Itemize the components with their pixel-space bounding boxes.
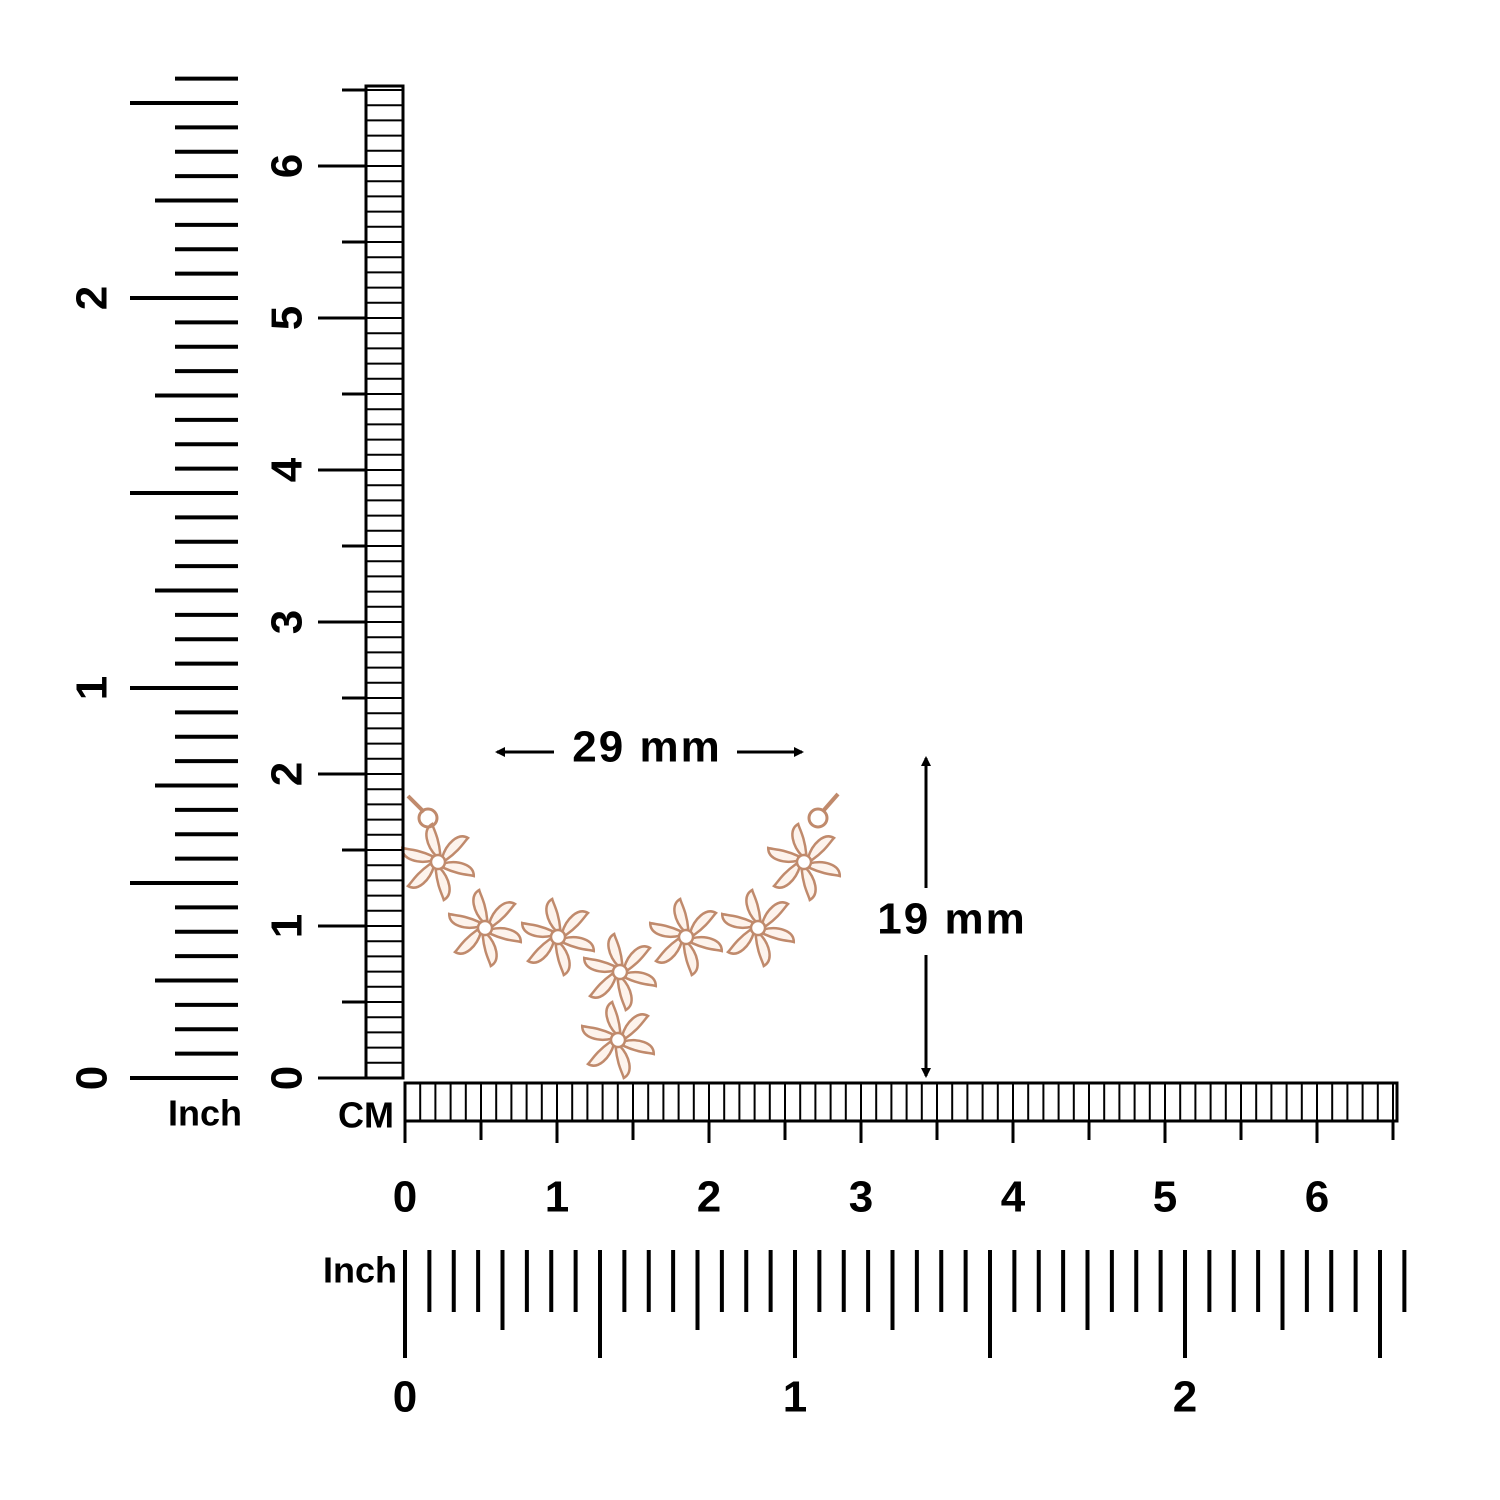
petal bbox=[622, 945, 653, 972]
inch-tick-label: 0 bbox=[393, 1373, 417, 1422]
cm-tick-label: 6 bbox=[263, 154, 312, 178]
cm-tick-label: 0 bbox=[393, 1173, 417, 1222]
bail-hook bbox=[406, 794, 426, 814]
flower bbox=[520, 897, 596, 977]
petal bbox=[616, 975, 633, 1012]
petal bbox=[690, 936, 724, 953]
petal bbox=[620, 1013, 651, 1040]
inch-tick-label: 0 bbox=[68, 1066, 117, 1090]
bail-hook bbox=[822, 792, 840, 812]
petal bbox=[673, 897, 690, 934]
petal bbox=[624, 971, 658, 988]
pendant bbox=[400, 792, 842, 1080]
cm-tick-label: 0 bbox=[263, 1066, 312, 1090]
flower-center bbox=[611, 963, 629, 981]
petal bbox=[525, 937, 556, 964]
flower bbox=[720, 888, 796, 968]
inch-tick-label: 2 bbox=[68, 286, 117, 310]
petal bbox=[648, 921, 682, 938]
petal bbox=[545, 897, 562, 934]
flower bbox=[580, 1000, 656, 1080]
cm-tick-label: 3 bbox=[849, 1173, 873, 1222]
ruler-body bbox=[364, 84, 405, 1080]
petal bbox=[766, 846, 800, 863]
width-dimension: 29 mm bbox=[572, 723, 721, 772]
petal bbox=[688, 910, 719, 937]
petal bbox=[580, 1024, 614, 1041]
flower-center bbox=[549, 928, 567, 946]
petal bbox=[760, 901, 791, 928]
cm-tick-label: 5 bbox=[263, 306, 312, 330]
petal bbox=[452, 928, 483, 955]
petal bbox=[481, 931, 498, 968]
petal bbox=[585, 1040, 616, 1067]
flower bbox=[648, 897, 724, 977]
flower bbox=[447, 888, 523, 968]
petal bbox=[405, 862, 436, 889]
flower bbox=[400, 822, 476, 902]
petal bbox=[791, 822, 808, 859]
inch-unit-label: Inch bbox=[168, 1093, 242, 1134]
bail bbox=[417, 807, 439, 829]
petal bbox=[587, 972, 618, 999]
inch-tick-label: 2 bbox=[1173, 1373, 1197, 1422]
cm-tick-label: 1 bbox=[545, 1173, 569, 1222]
petal bbox=[447, 912, 481, 929]
petal bbox=[808, 861, 842, 878]
petal bbox=[520, 921, 554, 938]
petal bbox=[560, 910, 591, 937]
cm-tick-label: 5 bbox=[1153, 1173, 1177, 1222]
petal bbox=[682, 940, 699, 977]
petal bbox=[425, 822, 442, 859]
cm-tick-label: 2 bbox=[263, 762, 312, 786]
cm-tick-label: 6 bbox=[1305, 1173, 1329, 1222]
flower-center bbox=[476, 919, 494, 937]
petal bbox=[472, 888, 489, 925]
petal bbox=[440, 835, 471, 862]
petal bbox=[745, 888, 762, 925]
cm-tick-label: 4 bbox=[1001, 1173, 1026, 1222]
petal bbox=[720, 912, 754, 929]
petal bbox=[582, 956, 616, 973]
cm-tick-label: 1 bbox=[263, 914, 312, 938]
petal bbox=[442, 861, 476, 878]
flower bbox=[766, 822, 842, 902]
flower bbox=[582, 932, 658, 1012]
petal bbox=[554, 940, 571, 977]
flower-center bbox=[749, 919, 767, 937]
flower-center bbox=[795, 853, 813, 871]
petal bbox=[806, 835, 837, 862]
cm-tick-label: 3 bbox=[263, 610, 312, 634]
petal bbox=[489, 927, 523, 944]
inch-tick-label: 1 bbox=[68, 676, 117, 700]
cm-tick-label: 2 bbox=[697, 1173, 721, 1222]
flower-center bbox=[429, 853, 447, 871]
petal bbox=[434, 865, 451, 902]
petal bbox=[487, 901, 518, 928]
petal bbox=[754, 931, 771, 968]
cm-tick-label: 4 bbox=[263, 457, 312, 482]
ruler-body bbox=[403, 1081, 1399, 1123]
height-dimension: 19 mm bbox=[877, 895, 1026, 944]
petal bbox=[607, 932, 624, 969]
petal bbox=[562, 936, 596, 953]
cm-unit-label: CM bbox=[338, 1095, 394, 1136]
flower-center bbox=[677, 928, 695, 946]
petal bbox=[614, 1043, 631, 1080]
petal bbox=[725, 928, 756, 955]
bail bbox=[807, 807, 829, 829]
petal bbox=[800, 865, 817, 902]
petal bbox=[762, 927, 796, 944]
petal bbox=[605, 1000, 622, 1037]
inch-tick-label: 1 bbox=[783, 1373, 807, 1422]
flower-center bbox=[609, 1031, 627, 1049]
petal bbox=[771, 862, 802, 889]
petal bbox=[653, 937, 684, 964]
petal bbox=[622, 1039, 656, 1056]
inch-unit-label: Inch bbox=[323, 1250, 397, 1291]
